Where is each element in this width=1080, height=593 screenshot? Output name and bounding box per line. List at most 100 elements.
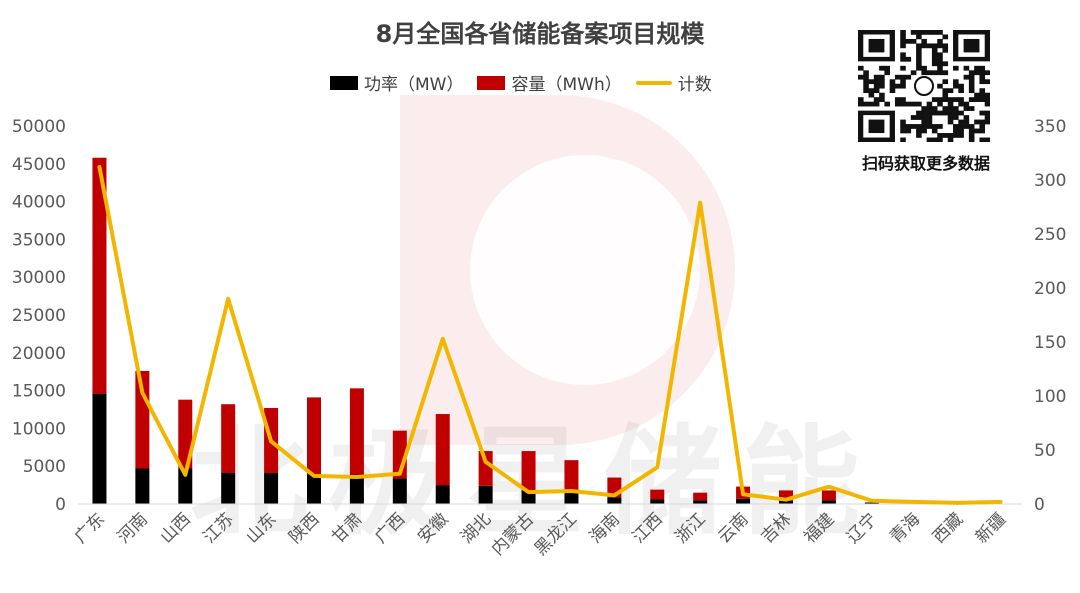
qr-module xyxy=(968,97,975,102)
qr-module xyxy=(953,115,959,120)
qr-module xyxy=(910,70,917,76)
qr-module xyxy=(931,61,938,67)
qr-module xyxy=(931,47,938,53)
bar-power xyxy=(693,500,708,504)
category-label: 福建 xyxy=(800,509,838,547)
bar-capacity xyxy=(650,489,665,500)
category-label: 海南 xyxy=(586,509,624,547)
category-label: 湖北 xyxy=(457,509,495,547)
qr-module xyxy=(879,65,885,71)
category-label: 甘肃 xyxy=(328,509,366,547)
qr-module xyxy=(916,115,922,120)
qr-module xyxy=(979,88,986,94)
qr-module xyxy=(868,88,875,94)
qr-module xyxy=(905,74,912,80)
left-tick-label: 5000 xyxy=(23,457,66,477)
qr-module xyxy=(926,110,933,116)
bar-power xyxy=(349,474,364,504)
qr-module xyxy=(931,137,938,143)
category-label: 辽宁 xyxy=(843,509,881,547)
qr-module xyxy=(916,47,922,53)
qr-module xyxy=(979,92,986,98)
qr-module xyxy=(921,43,927,49)
qr-code[interactable] xyxy=(858,30,991,143)
qr-module xyxy=(889,79,896,85)
bar-power xyxy=(221,473,236,504)
qr-module xyxy=(963,124,970,129)
qr-module xyxy=(947,110,954,116)
qr-module xyxy=(947,88,954,94)
bar-power xyxy=(178,468,193,504)
qr-module xyxy=(931,30,938,35)
qr-module xyxy=(916,56,922,62)
qr-module xyxy=(926,137,933,143)
qr-module xyxy=(910,101,917,107)
bar-power xyxy=(607,497,622,504)
bar-power xyxy=(779,500,793,504)
bar-power xyxy=(736,498,751,504)
legend-item-count: 计数 xyxy=(635,70,712,95)
qr-module xyxy=(931,52,938,58)
qr-caption: 扫码获取更多数据 xyxy=(861,154,990,173)
bar-capacity xyxy=(564,460,579,493)
qr-finder-core xyxy=(963,38,980,53)
qr-module xyxy=(900,97,906,102)
qr-module xyxy=(979,110,986,116)
qr-module xyxy=(984,137,991,143)
qr-module xyxy=(968,137,975,143)
qr-module xyxy=(984,79,991,85)
qr-module xyxy=(926,43,933,49)
qr-module xyxy=(873,79,880,85)
qr-module xyxy=(947,133,954,138)
left-tick-label: 15000 xyxy=(12,382,66,402)
qr-module xyxy=(963,115,970,120)
qr-module xyxy=(963,101,970,107)
qr-module xyxy=(900,43,906,49)
qr-module xyxy=(979,137,986,143)
qr-module xyxy=(863,88,869,94)
bar-power xyxy=(307,474,321,504)
bar-power xyxy=(478,485,493,504)
qr-module xyxy=(968,83,975,89)
category-label: 河南 xyxy=(114,509,152,547)
qr-module xyxy=(921,128,927,134)
qr-module xyxy=(968,106,975,111)
bar-capacity xyxy=(435,414,450,486)
qr-module xyxy=(958,119,964,125)
qr-module xyxy=(942,47,949,53)
qr-module xyxy=(958,83,964,89)
qr-module xyxy=(900,101,906,107)
qr-module xyxy=(910,115,917,120)
qr-module xyxy=(916,65,922,71)
qr-module xyxy=(858,74,864,80)
qr-module xyxy=(942,110,949,116)
qr-module xyxy=(968,124,975,129)
qr-center-icon xyxy=(914,76,934,96)
category-label: 西藏 xyxy=(929,509,967,547)
bar-capacity xyxy=(92,157,107,394)
qr-module xyxy=(916,128,922,134)
qr-module xyxy=(921,115,927,120)
qr-module xyxy=(916,124,922,129)
qr-module xyxy=(921,119,927,125)
qr-module xyxy=(984,92,991,98)
qr-module xyxy=(910,124,917,129)
qr-module xyxy=(979,124,986,129)
qr-module xyxy=(974,97,980,102)
qr-module xyxy=(910,38,917,44)
qr-module xyxy=(958,88,964,94)
qr-module xyxy=(968,79,975,85)
qr-module xyxy=(942,34,949,40)
legend-item-power: 功率（MW） xyxy=(330,70,463,95)
qr-module xyxy=(984,119,991,125)
category-label: 云南 xyxy=(714,509,752,547)
qr-module xyxy=(931,110,938,116)
qr-module xyxy=(931,124,938,129)
qr-module xyxy=(937,43,943,49)
qr-module xyxy=(968,133,975,138)
legend: 功率（MW） 容量（MWh） 计数 xyxy=(330,70,712,95)
left-tick-label: 20000 xyxy=(12,344,66,364)
category-label: 山东 xyxy=(242,509,280,547)
qr-module xyxy=(942,97,949,102)
